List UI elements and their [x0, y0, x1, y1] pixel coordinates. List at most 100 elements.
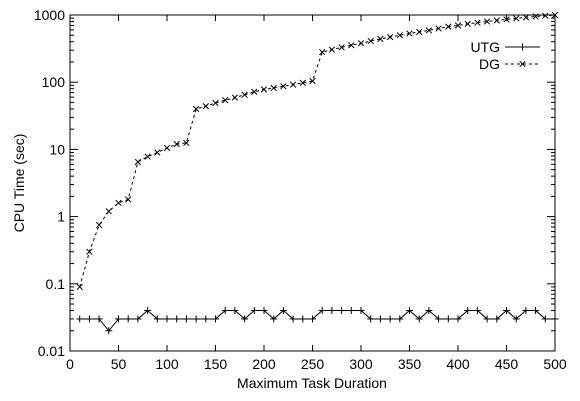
data-point-dg [270, 84, 277, 92]
series-line-utg [79, 309, 555, 332]
series-line-dg [79, 14, 556, 288]
data-point-utg [260, 307, 268, 315]
data-point-utg [299, 315, 307, 323]
legend-marker-utg [519, 43, 526, 51]
data-point-utg [454, 315, 462, 323]
data-point-utg [483, 315, 491, 323]
x-tick-label: 150 [204, 356, 228, 372]
data-point-utg [105, 327, 113, 335]
x-tick-label: 250 [301, 356, 325, 372]
data-point-utg [503, 307, 510, 315]
data-point-dg [493, 17, 500, 24]
data-point-utg [270, 315, 278, 323]
y-tick-label: 10 [49, 141, 65, 157]
x-axis-ticks: 0 50 100 150 200 250 300 350 400 450 500 [66, 15, 567, 372]
data-point-utg [134, 315, 142, 323]
data-point-utg [115, 315, 122, 323]
data-point-utg [221, 307, 229, 315]
data-point-dg [76, 283, 83, 291]
data-point-utg [173, 315, 181, 323]
x-tick-label: 200 [252, 356, 276, 372]
data-point-dg [435, 25, 442, 32]
data-point-dg [105, 208, 112, 215]
data-point-utg [367, 315, 375, 323]
data-point-dg [144, 153, 151, 160]
data-point-utg [250, 307, 258, 315]
data-point-dg [386, 33, 394, 41]
data-point-dg [503, 16, 510, 23]
data-point-utg [532, 307, 540, 315]
data-point-dg [309, 77, 316, 85]
y-tick-label: 1 [57, 209, 65, 225]
x-tick-label: 350 [398, 356, 422, 372]
data-point-dg [513, 15, 520, 22]
data-point-dg [532, 13, 539, 20]
data-point-utg [192, 315, 200, 323]
data-point-dg [173, 140, 180, 148]
data-point-utg [347, 307, 355, 315]
series-layer [76, 11, 559, 335]
data-point-utg [357, 307, 365, 315]
data-point-utg [376, 315, 384, 323]
y-axis-ticks: 0.01 0.1 1 10 100 1000 [34, 7, 555, 359]
data-point-dg [231, 94, 239, 101]
y-tick-label: 100 [42, 74, 66, 90]
data-point-utg [309, 315, 316, 323]
data-point-utg [415, 315, 423, 323]
data-point-dg [406, 30, 413, 37]
x-tick-label: 300 [349, 356, 373, 372]
x-tick-label: 50 [111, 356, 127, 372]
data-point-utg [444, 315, 452, 323]
data-point-dg [464, 20, 471, 27]
y-tick-label: 0.1 [46, 276, 66, 292]
data-point-utg [386, 315, 394, 323]
data-point-dg [192, 105, 200, 113]
data-point-dg [260, 86, 268, 93]
data-point-utg [202, 315, 210, 323]
data-point-dg [454, 22, 462, 29]
data-point-dg [183, 139, 190, 147]
data-point-dg [125, 196, 132, 203]
data-point-dg [367, 37, 374, 45]
data-point-dg [445, 23, 452, 30]
data-point-dg [483, 18, 491, 25]
data-point-dg [115, 199, 122, 207]
data-point-utg [279, 307, 287, 315]
legend-label-utg: UTG [470, 39, 500, 55]
data-point-dg [241, 91, 248, 98]
data-point-utg [212, 315, 219, 323]
y-axis-label: CPU Time (sec) [11, 134, 27, 233]
data-point-dg [328, 46, 336, 53]
data-point-utg [163, 315, 171, 323]
data-point-utg [435, 315, 443, 323]
data-point-dg [134, 158, 142, 166]
x-tick-label: 500 [543, 356, 567, 372]
data-point-utg [153, 315, 161, 323]
y-tick-label: 1000 [34, 7, 65, 23]
x-tick-label: 400 [446, 356, 470, 372]
data-point-dg [425, 27, 433, 34]
data-point-utg [95, 315, 103, 323]
data-point-dg [551, 11, 559, 19]
data-point-utg [406, 307, 413, 315]
data-point-dg [396, 32, 403, 39]
data-point-dg [522, 14, 530, 21]
data-point-dg [338, 44, 345, 51]
data-point-utg [473, 307, 481, 315]
data-point-dg [357, 40, 365, 47]
data-point-dg [95, 221, 103, 229]
data-point-utg [289, 315, 297, 323]
data-point-dg [251, 88, 258, 95]
data-point-utg [541, 315, 549, 323]
data-point-dg [299, 79, 306, 86]
data-point-utg [318, 307, 326, 315]
data-point-utg [512, 315, 520, 323]
data-point-dg [289, 81, 297, 88]
data-point-dg [202, 103, 209, 110]
data-point-dg [86, 248, 93, 255]
data-point-utg [76, 315, 84, 323]
data-point-dg [212, 99, 219, 107]
data-point-dg [222, 97, 229, 104]
data-point-utg [85, 315, 93, 323]
